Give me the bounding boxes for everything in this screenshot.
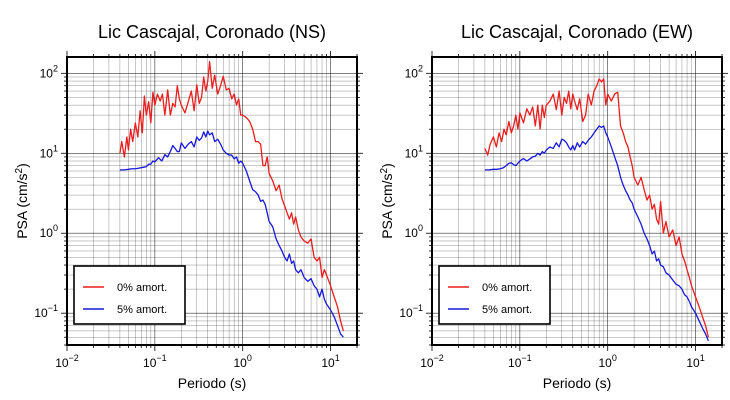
legend: 0% amort. 5% amort. [73, 265, 186, 325]
chart-panel-2: Lic Cascajal, Coronado (EW) 10−2 10−1 100 10… [379, 22, 728, 391]
y-tick-label: 102 [405, 63, 423, 80]
x-tick-label: 101 [321, 353, 339, 370]
y-axis-label: PSA (cm/s2) [14, 163, 30, 239]
y-tick-label: 101 [40, 143, 58, 160]
plot-frame [66, 56, 358, 346]
legend-label-0pct: 0% amort. [482, 282, 532, 294]
legend: 0% amort. 5% amort. [438, 265, 551, 325]
y-axis-label: PSA (cm/s2) [379, 163, 395, 239]
x-tick-label: 10−2 [55, 353, 79, 370]
y-tick-label: 100 [40, 223, 58, 240]
x-tick-label: 100 [234, 353, 252, 370]
x-tick-label: 10−1 [143, 353, 167, 370]
x-tick-label: 101 [686, 353, 704, 370]
y-tick-label: 101 [405, 143, 423, 160]
x-tick-label: 10−2 [420, 353, 444, 370]
x-tick-label: 10−1 [508, 353, 532, 370]
series-line-5pct [484, 125, 709, 342]
legend-box [73, 265, 186, 325]
legend-box [438, 265, 551, 325]
legend-label-5pct: 5% amort. [117, 304, 167, 316]
y-tick-label: 100 [405, 223, 423, 240]
legend-label-5pct: 5% amort. [482, 304, 532, 316]
series-line-0pct [484, 78, 710, 338]
x-tick-label: 100 [599, 353, 617, 370]
x-axis-label: Periodo (s) [543, 375, 611, 391]
series-line-0pct [119, 60, 345, 332]
chart-panel-1: Lic Cascajal, Coronado (NS) 10−2 10−1 100 10… [14, 22, 363, 391]
chart-title: Lic Cascajal, Coronado (EW) [461, 22, 693, 42]
y-tick-label: 102 [40, 63, 58, 80]
plot-frame [431, 56, 723, 346]
chart-title: Lic Cascajal, Coronado (NS) [98, 22, 326, 42]
legend-label-0pct: 0% amort. [117, 282, 167, 294]
y-tick-label: 10−1 [399, 303, 423, 320]
series-line-5pct [119, 130, 344, 338]
x-axis-label: Periodo (s) [178, 375, 246, 391]
y-tick-label: 10−1 [34, 303, 58, 320]
